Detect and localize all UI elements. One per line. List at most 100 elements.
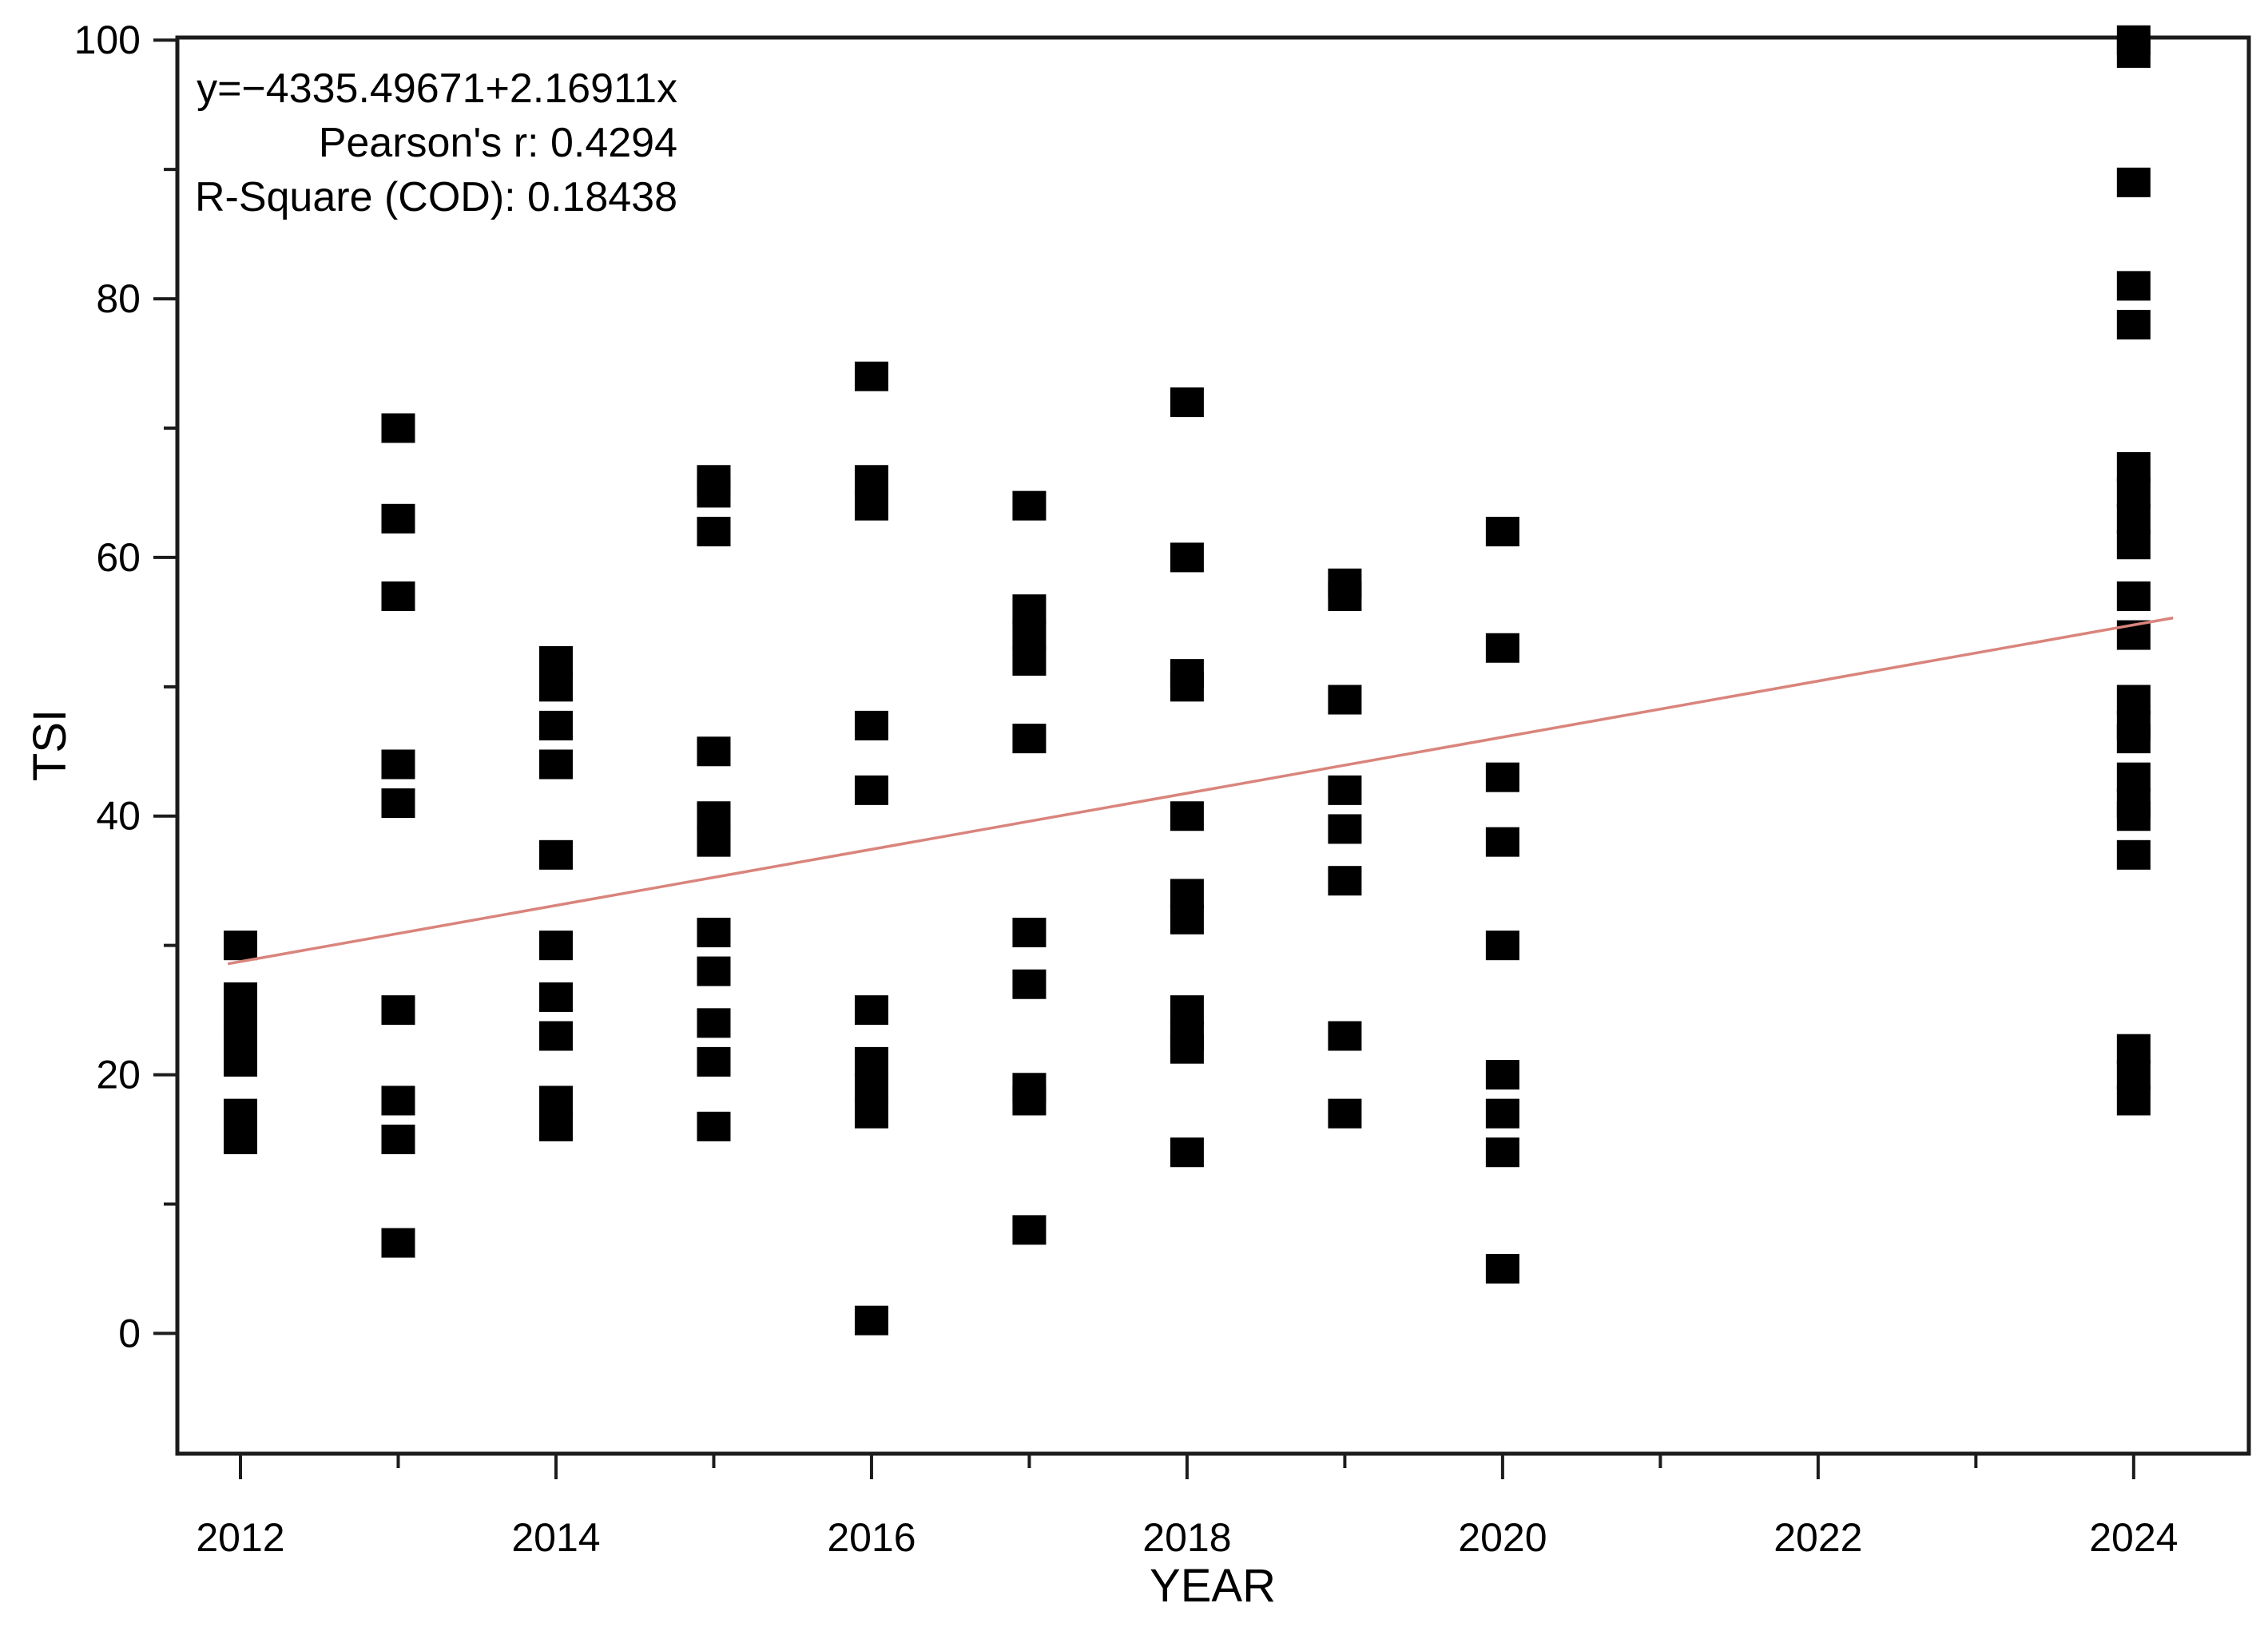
data-point-2013 (381, 413, 415, 443)
data-point-2024 (2116, 452, 2151, 482)
data-point-2020 (1485, 1137, 1519, 1168)
data-point-2014 (538, 982, 573, 1012)
data-point-2013 (381, 749, 415, 780)
data-point-2012 (223, 1021, 257, 1051)
data-point-2015 (697, 801, 731, 831)
plot-frame (175, 35, 2251, 1456)
data-point-2015 (697, 956, 731, 986)
data-point-2024 (2116, 38, 2151, 68)
data-point-2015 (697, 517, 731, 547)
data-point-2024 (2116, 685, 2151, 715)
data-point-2016 (854, 1046, 888, 1077)
data-point-2024 (2116, 478, 2151, 508)
data-point-2015 (697, 1046, 731, 1077)
data-point-2012 (223, 931, 257, 961)
data-point-2024 (2116, 309, 2151, 339)
data-point-2016 (854, 995, 888, 1026)
data-point-2014 (538, 672, 573, 702)
y-tick-label: 100 (74, 18, 141, 62)
data-point-2016 (854, 465, 888, 495)
x-tick-label: 2012 (196, 1515, 284, 1560)
data-point-2020 (1485, 827, 1519, 857)
data-point-2013 (381, 1125, 415, 1155)
data-point-2024 (2116, 839, 2151, 870)
x-tick-label: 2016 (827, 1515, 916, 1560)
data-point-2024 (2116, 1060, 2151, 1090)
data-point-2016 (854, 775, 888, 805)
annotation-r-square: R-Square (COD): 0.18438 (195, 174, 677, 220)
data-point-2016 (854, 1305, 888, 1335)
data-point-2014 (538, 1111, 573, 1141)
annotation-equation: y=−4335.49671+2.16911x (197, 65, 677, 112)
data-point-2016 (854, 1073, 888, 1103)
x-tick-label: 2024 (2089, 1515, 2178, 1560)
data-point-2013 (381, 581, 415, 611)
data-point-2014 (538, 1021, 573, 1051)
data-point-2024 (2116, 1034, 2151, 1064)
data-point-2014 (538, 839, 573, 870)
data-point-2018 (1170, 904, 1204, 935)
x-tick-label: 2022 (1773, 1515, 1862, 1560)
data-point-2019 (1328, 581, 1362, 611)
annotation-pearson-r: Pearson's r: 0.4294 (319, 120, 677, 166)
data-point-2020 (1485, 762, 1519, 792)
data-point-2019 (1328, 866, 1362, 896)
data-point-2024 (2116, 724, 2151, 754)
data-point-2020 (1485, 1253, 1519, 1284)
data-point-2020 (1485, 1098, 1519, 1129)
data-point-2024 (2116, 801, 2151, 831)
data-point-2018 (1170, 672, 1204, 702)
y-axis-title: TSI (24, 709, 76, 781)
data-point-2012 (223, 1098, 257, 1129)
data-point-2017 (1012, 594, 1047, 625)
data-point-2014 (538, 710, 573, 740)
data-point-2018 (1170, 542, 1204, 573)
x-tick-label: 2014 (511, 1515, 600, 1560)
data-point-2013 (381, 1085, 415, 1116)
data-point-2020 (1485, 517, 1519, 547)
x-tick-label: 2020 (1458, 1515, 1547, 1560)
y-tick-label: 20 (96, 1053, 141, 1097)
data-point-2017 (1012, 1215, 1047, 1245)
data-point-2018 (1170, 1034, 1204, 1064)
data-point-2013 (381, 995, 415, 1026)
data-point-2013 (381, 1228, 415, 1258)
data-point-2018 (1170, 879, 1204, 909)
data-point-2017 (1012, 724, 1047, 754)
y-tick-label: 40 (96, 794, 141, 839)
data-point-2019 (1328, 685, 1362, 715)
data-point-2019 (1328, 1021, 1362, 1051)
data-point-2018 (1170, 1137, 1204, 1168)
data-point-2015 (697, 917, 731, 947)
data-point-2012 (223, 1125, 257, 1155)
data-point-2016 (854, 1098, 888, 1129)
data-point-2013 (381, 503, 415, 534)
data-point-2017 (1012, 969, 1047, 999)
data-point-2015 (697, 827, 731, 857)
data-point-2015 (697, 736, 731, 767)
data-point-2014 (538, 749, 573, 780)
x-axis-title: YEAR (1150, 1560, 1276, 1612)
data-point-2016 (854, 710, 888, 740)
data-point-2018 (1170, 801, 1204, 831)
data-point-2024 (2116, 530, 2151, 560)
data-point-2020 (1485, 931, 1519, 961)
data-point-2020 (1485, 1060, 1519, 1090)
data-point-2024 (2116, 271, 2151, 301)
y-tick-label: 60 (96, 535, 141, 580)
data-point-2016 (854, 361, 888, 391)
data-point-2014 (538, 931, 573, 961)
data-point-2017 (1012, 490, 1047, 521)
data-point-2012 (223, 1046, 257, 1077)
x-tick-label: 2018 (1142, 1515, 1231, 1560)
trend-line (227, 616, 2174, 966)
data-point-2014 (538, 1085, 573, 1116)
y-tick-label: 0 (118, 1311, 141, 1355)
data-point-2018 (1170, 387, 1204, 418)
data-point-2019 (1328, 1098, 1362, 1129)
data-point-2024 (2116, 762, 2151, 792)
data-point-2020 (1485, 633, 1519, 663)
data-point-2017 (1012, 645, 1047, 676)
